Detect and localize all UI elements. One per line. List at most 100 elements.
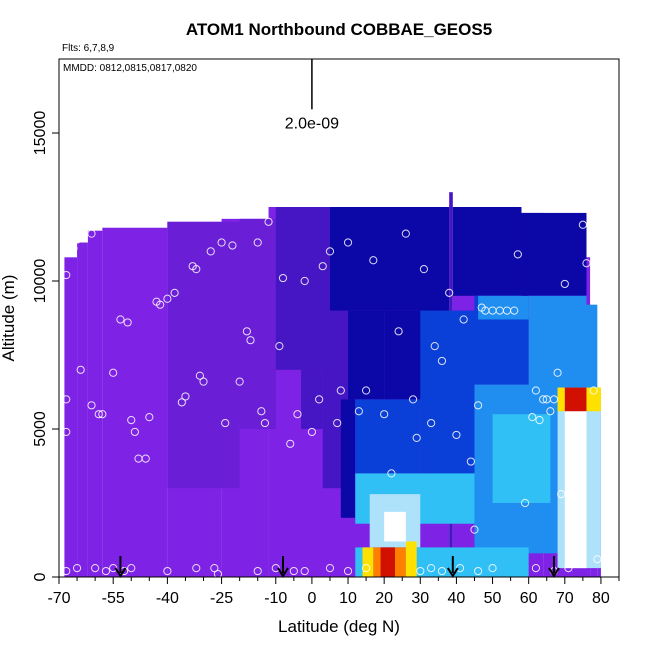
sample-point-111 — [325, 564, 335, 573]
x-tick-label-12: 70 — [556, 590, 574, 607]
sample-point-36 — [253, 238, 262, 247]
flight-arrow-1 — [277, 556, 289, 578]
sample-point-22 — [170, 288, 179, 297]
sample-point-118 — [455, 564, 465, 573]
sample-point-57 — [394, 327, 403, 336]
sample-point-15 — [130, 427, 139, 437]
sample-point-28 — [199, 377, 208, 386]
heatmap-cell-10 — [420, 310, 475, 503]
chart-title: ATOM1 Northbound COBBAE_GEOS5 — [186, 20, 492, 39]
sample-point-117 — [437, 566, 447, 576]
sample-point-110 — [300, 566, 309, 576]
sample-point-69 — [470, 525, 479, 534]
heatmap-column-3 — [102, 227, 168, 577]
x-tick-label-6: 10 — [339, 590, 357, 607]
heatmap-cell-21 — [384, 511, 406, 542]
sample-point-123 — [564, 564, 573, 573]
sample-point-6 — [62, 427, 71, 437]
sample-point-114 — [390, 528, 400, 537]
sample-point-96 — [62, 566, 71, 576]
sample-point-26 — [192, 265, 201, 274]
heatmap-cell-32 — [586, 387, 601, 412]
heatmap-cell-1 — [239, 218, 276, 429]
sample-point-5 — [62, 395, 71, 404]
sample-point-54 — [369, 256, 378, 265]
heatmap-cell-5 — [329, 207, 450, 311]
sample-point-112 — [343, 566, 353, 576]
x-tick-label-0: -70 — [47, 590, 70, 607]
x-tick-label-11: 60 — [520, 590, 538, 607]
sample-point-105 — [210, 564, 219, 573]
heatmap-cell-23 — [362, 547, 374, 577]
sample-point-98 — [91, 564, 100, 573]
heatmap-column-1 — [77, 242, 88, 577]
scale-bar-label: 2.0e-09 — [285, 115, 339, 132]
sample-point-52 — [354, 407, 363, 416]
sample-point-116 — [427, 564, 436, 573]
heatmap-cell-9 — [355, 399, 421, 474]
heatmap-cell-11 — [452, 207, 522, 296]
x-tick-label-4: -10 — [264, 590, 287, 607]
x-tick-label-13: 80 — [592, 590, 610, 607]
sample-point-20 — [156, 300, 165, 309]
sample-point-119 — [473, 566, 483, 576]
sample-point-14 — [127, 416, 136, 425]
heatmap-cell-2 — [275, 207, 330, 370]
sample-point-106 — [213, 569, 223, 579]
sample-point-93 — [582, 259, 591, 268]
flight-arrow-2 — [446, 556, 459, 578]
y-tick-label-0: 0 — [32, 572, 49, 581]
x-tick-label-10: 50 — [484, 590, 502, 607]
sample-point-113 — [361, 564, 371, 573]
heatmap-cell-16 — [586, 304, 598, 388]
sample-point-13 — [123, 318, 132, 327]
sample-point-30 — [217, 238, 226, 247]
sample-point-63 — [430, 342, 439, 351]
sample-point-94 — [589, 386, 598, 395]
sample-point-31 — [221, 418, 230, 428]
plot-frame — [58, 58, 620, 578]
sample-point-76 — [510, 306, 519, 315]
sample-point-4 — [87, 229, 96, 238]
sample-point-39 — [264, 217, 273, 226]
sample-point-12 — [116, 315, 125, 324]
y-axis-label: Altitude (m) — [0, 275, 18, 362]
sample-point-37 — [257, 407, 266, 416]
sample-point-46 — [315, 395, 324, 404]
sample-point-100 — [109, 564, 118, 573]
sample-point-99 — [101, 566, 111, 576]
heatmap-column-0 — [64, 257, 78, 577]
sample-point-21 — [163, 294, 172, 303]
sample-point-97 — [72, 564, 82, 573]
sample-point-3 — [72, 235, 82, 244]
sample-point-17 — [141, 454, 150, 463]
sample-point-86 — [553, 368, 562, 377]
sample-point-29 — [206, 247, 215, 256]
sample-point-121 — [531, 564, 541, 573]
sample-point-47 — [318, 262, 327, 271]
sample-point-38 — [260, 418, 270, 428]
scale-bar: 2.0e-09 — [285, 59, 339, 132]
sample-point-9 — [94, 410, 103, 419]
sample-point-103 — [163, 566, 172, 576]
flights-note: Flts: 6,7,8,9 — [62, 43, 115, 54]
heatmap-cell-27 — [405, 541, 417, 577]
sample-point-65 — [445, 288, 454, 297]
heatmap-cell-31 — [564, 387, 587, 412]
sample-point-77 — [513, 250, 522, 259]
sample-point-55 — [380, 410, 389, 419]
sample-point-33 — [235, 377, 244, 386]
sample-point-40 — [275, 342, 284, 351]
x-axis-label: Latitude (deg N) — [278, 617, 400, 636]
sample-point-45 — [307, 427, 317, 437]
sample-point-115 — [416, 566, 425, 576]
x-axis: -70 -55 -40 -25 -10 0 10 20 30 40 50 60 70 80 — [47, 577, 620, 607]
sample-point-18 — [145, 413, 154, 422]
sample-point-88 — [560, 279, 569, 289]
dates-note: MMDD: 0812,0815,0817,0820 — [63, 63, 197, 74]
sample-point-41 — [278, 273, 288, 283]
sample-point-85 — [549, 395, 559, 404]
x-tick-label-9: 40 — [448, 590, 466, 607]
sample-point-32 — [228, 241, 237, 250]
sample-point-62 — [427, 418, 436, 428]
